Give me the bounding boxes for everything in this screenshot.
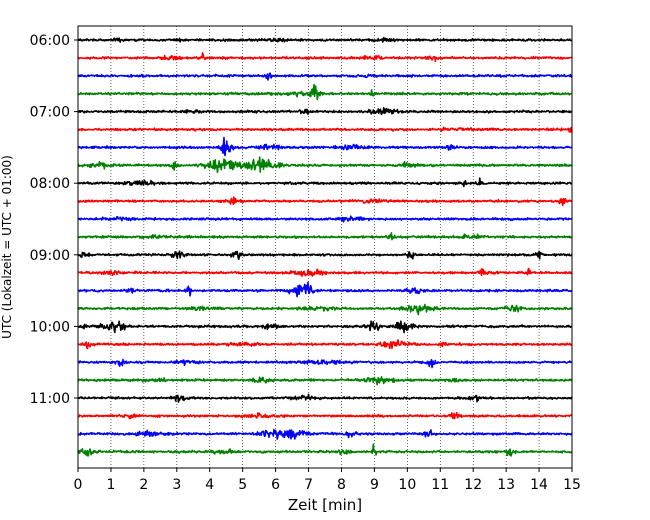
trace-1145 [77, 443, 573, 457]
trace-1115 [77, 411, 573, 420]
x-tick-label-9: 9 [370, 477, 379, 493]
trace-0715 [77, 126, 573, 133]
y-tick-label-1: 07:00 [30, 105, 70, 121]
trace-1045 [77, 375, 573, 386]
x-tick-label-1: 1 [106, 477, 115, 493]
trace-0830 [77, 215, 573, 223]
x-tick-label-10: 10 [398, 477, 416, 493]
trace-1030 [77, 358, 573, 369]
x-tick-label-2: 2 [139, 477, 148, 493]
y-tick-label-3: 09:00 [30, 248, 70, 264]
y-tick-label-5: 11:00 [30, 391, 70, 407]
x-tick-label-5: 5 [238, 477, 247, 493]
x-tick-label-12: 12 [464, 477, 482, 493]
x-tick-label-4: 4 [205, 477, 214, 493]
y-axis-ticks: 06:00 07:00 08:00 09:00 10:00 11:00 [30, 33, 78, 407]
trace-0900 [77, 250, 573, 260]
x-tick-label-11: 11 [431, 477, 449, 493]
x-tick-label-14: 14 [530, 477, 548, 493]
trace-0915 [77, 267, 573, 277]
plot-background [78, 26, 572, 468]
trace-0745 [77, 156, 573, 174]
trace-1100 [77, 393, 573, 403]
x-tick-label-13: 13 [497, 477, 515, 493]
trace-0800 [77, 177, 573, 188]
trace-1130 [77, 428, 573, 440]
trace-0930 [77, 281, 573, 298]
trace-0615 [77, 52, 573, 63]
x-tick-label-6: 6 [271, 477, 280, 493]
x-tick-label-7: 7 [304, 477, 313, 493]
y-axis-title: UTC (Lokalzeit = UTC + 01:00) [0, 155, 14, 339]
trace-1000 [77, 320, 573, 334]
trace-0815 [77, 196, 573, 207]
trace-0645 [77, 83, 573, 101]
trace-1015 [77, 339, 573, 350]
x-axis-title: Zeit [min] [288, 496, 362, 514]
trace-0730 [77, 136, 573, 157]
y-tick-label-4: 10:00 [30, 319, 70, 335]
trace-0700 [77, 106, 573, 116]
trace-group [77, 36, 573, 457]
trace-0945 [77, 303, 573, 316]
trace-0600 [77, 36, 573, 43]
y-tick-label-0: 06:00 [30, 33, 70, 49]
plot-frame [77, 25, 573, 469]
trace-0630 [77, 72, 573, 81]
x-axis-ticks: 0 1 2 3 4 5 6 7 8 9 10 11 12 13 14 15 [74, 468, 581, 493]
x-tick-label-3: 3 [172, 477, 181, 493]
x-tick-label-8: 8 [337, 477, 346, 493]
y-tick-label-2: 08:00 [30, 176, 70, 192]
x-tick-label-0: 0 [74, 477, 83, 493]
trace-0845 [77, 232, 573, 241]
x-tick-label-15: 15 [563, 477, 581, 493]
